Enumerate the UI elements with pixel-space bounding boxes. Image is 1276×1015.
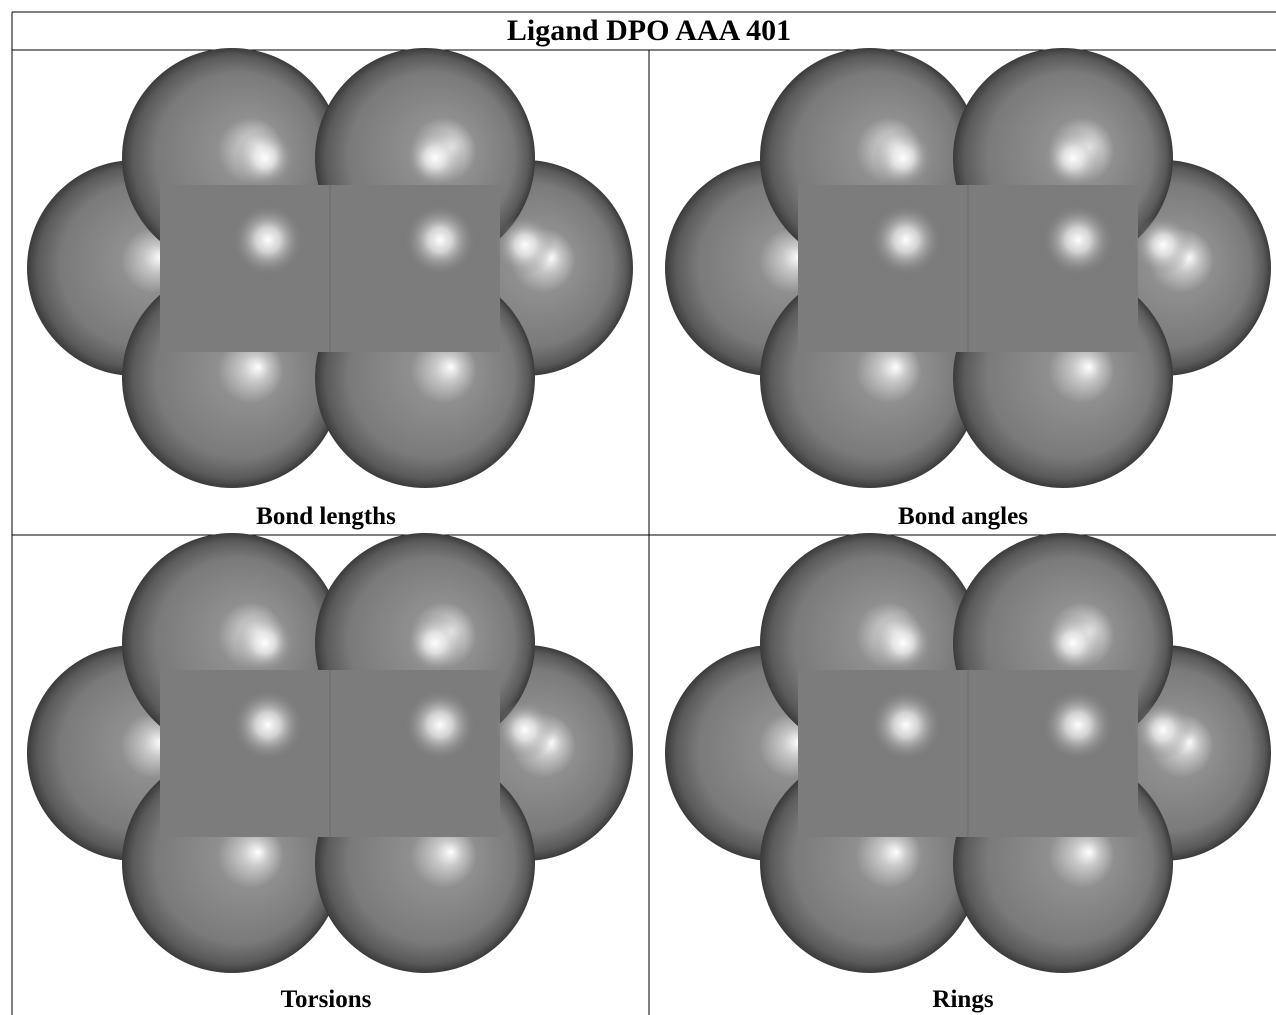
molecule-image bbox=[26, 532, 634, 974]
molecule-image bbox=[664, 47, 1272, 489]
caption: Torsions bbox=[281, 986, 372, 1013]
molecule-image bbox=[664, 532, 1272, 974]
caption: Bond lengths bbox=[256, 503, 396, 530]
molecule-image bbox=[26, 47, 634, 489]
caption: Bond angles bbox=[898, 503, 1028, 530]
caption: Rings bbox=[932, 986, 993, 1013]
title: Ligand DPO AAA 401 bbox=[507, 14, 791, 47]
